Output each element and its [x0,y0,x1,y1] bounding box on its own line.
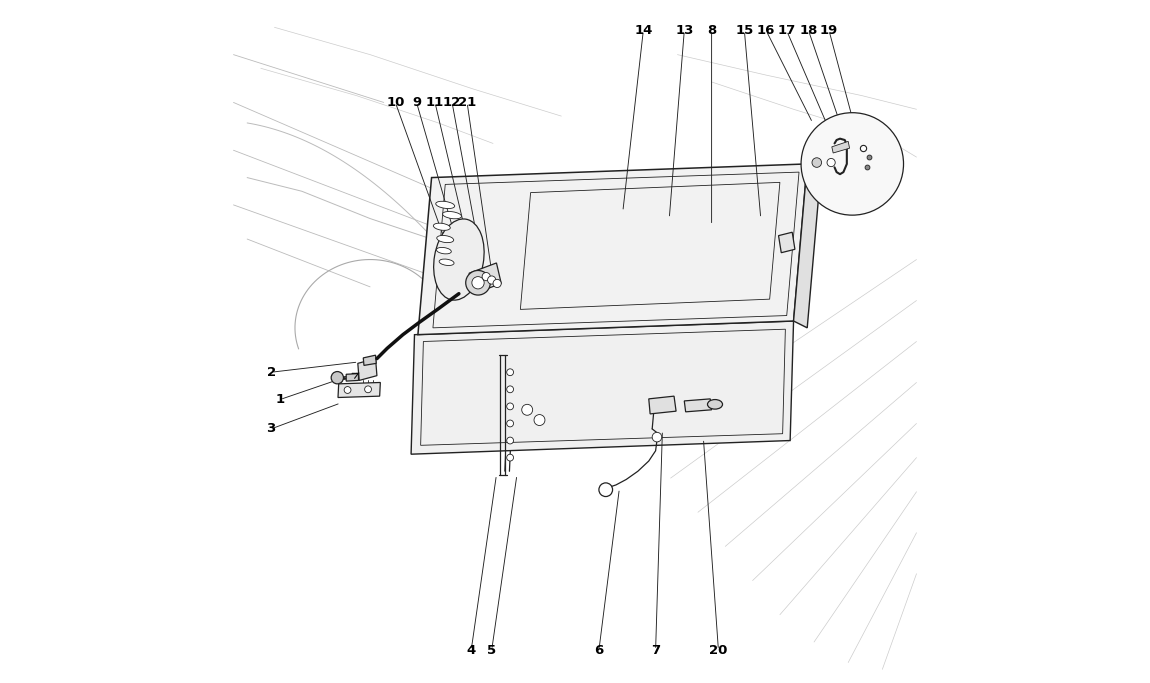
Ellipse shape [436,247,451,254]
Text: 4: 4 [467,643,476,657]
Circle shape [827,158,835,167]
Text: 10: 10 [386,96,405,109]
Circle shape [507,420,514,427]
Text: 14: 14 [634,24,652,38]
Circle shape [522,404,532,415]
Text: 7: 7 [651,643,660,657]
Polygon shape [649,396,676,414]
Circle shape [344,387,351,393]
Text: 16: 16 [757,24,775,38]
Circle shape [472,277,484,289]
Polygon shape [469,263,501,294]
Ellipse shape [434,223,451,230]
Text: 19: 19 [820,24,838,38]
Polygon shape [358,359,377,380]
Circle shape [507,386,514,393]
Circle shape [466,270,490,295]
Text: 15: 15 [735,24,753,38]
Ellipse shape [439,259,454,266]
Polygon shape [363,355,376,365]
Circle shape [507,369,514,376]
Circle shape [331,372,344,384]
Text: 5: 5 [488,643,497,657]
Text: 3: 3 [267,422,276,436]
Circle shape [482,273,490,281]
Text: 8: 8 [707,24,716,38]
Text: 17: 17 [777,24,796,38]
Circle shape [652,432,661,442]
Ellipse shape [437,236,454,242]
Polygon shape [411,321,793,454]
Ellipse shape [434,219,484,300]
Circle shape [534,415,545,426]
Text: 21: 21 [458,96,476,109]
Text: 12: 12 [443,96,461,109]
Circle shape [599,483,613,497]
Polygon shape [417,164,807,335]
Polygon shape [346,374,359,381]
Circle shape [812,158,821,167]
Circle shape [802,113,904,215]
Text: 11: 11 [426,96,444,109]
Circle shape [507,454,514,461]
Polygon shape [793,164,821,328]
Text: 2: 2 [267,365,276,379]
Text: 6: 6 [595,643,604,657]
Circle shape [507,437,514,444]
Polygon shape [779,232,795,253]
Text: 18: 18 [799,24,818,38]
Text: 1: 1 [275,393,284,406]
Ellipse shape [443,212,461,219]
Text: 20: 20 [710,643,728,657]
Circle shape [493,279,501,288]
Circle shape [507,403,514,410]
Polygon shape [338,382,381,398]
Circle shape [488,276,496,284]
Polygon shape [684,399,712,412]
Ellipse shape [436,201,454,208]
Text: 13: 13 [675,24,693,38]
Polygon shape [831,141,850,153]
Text: 9: 9 [412,96,421,109]
Ellipse shape [707,400,722,409]
Circle shape [365,386,371,393]
